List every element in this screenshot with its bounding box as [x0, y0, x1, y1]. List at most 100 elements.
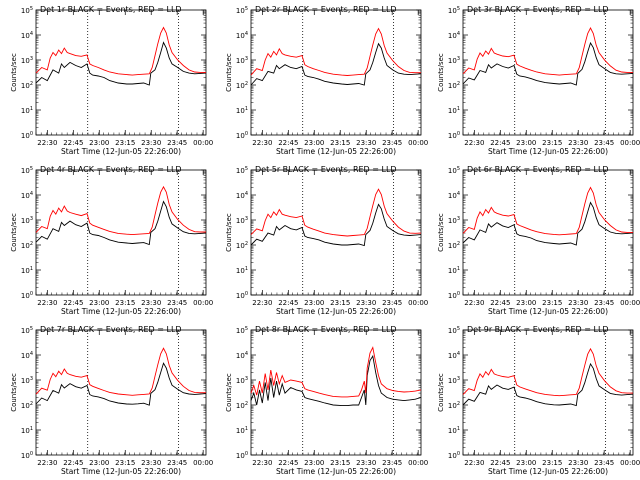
y-tick-label: 104 — [236, 191, 248, 200]
x-tick-label: 23:00 — [89, 459, 109, 467]
y-tick-label: 101 — [21, 426, 33, 435]
series-line-lld — [250, 188, 422, 237]
x-tick-label: 22:30 — [252, 139, 272, 147]
x-tick-label: 23:30 — [141, 139, 161, 147]
x-tick-label: 22:45 — [490, 139, 510, 147]
x-tick-label: 23:45 — [167, 139, 187, 147]
y-tick-label: 100 — [21, 291, 33, 300]
chart-panel-7: 100 101 102 103 104 105 22:30 22:45 23:00 23:15 23… — [10, 325, 213, 476]
chart-title: Det 1r BLACK = Events, RED = LLD — [40, 5, 182, 14]
y-tick-label: 102 — [236, 241, 248, 250]
x-tick-label: 23:30 — [141, 459, 161, 467]
x-tick-label: 22:30 — [464, 459, 484, 467]
y-tick-label: 102 — [448, 401, 460, 410]
y-tick-label: 104 — [236, 31, 248, 40]
x-tick-label: 23:00 — [304, 139, 324, 147]
y-tick-label: 101 — [236, 106, 248, 115]
x-tick-label: 22:30 — [464, 299, 484, 307]
series-line-lld — [462, 186, 633, 236]
x-tick-label: 00:00 — [408, 299, 428, 307]
y-tick-label: 101 — [448, 106, 460, 115]
x-tick-label: 23:30 — [356, 139, 376, 147]
x-tick-label: 23:15 — [330, 139, 350, 147]
y-tick-label: 105 — [21, 166, 33, 175]
y-tick-label: 104 — [21, 351, 33, 360]
y-axis-label: Counts/sec — [225, 373, 233, 412]
x-tick-label: 23:45 — [594, 139, 614, 147]
x-tick-label: 00:00 — [408, 139, 428, 147]
x-tick-label: 22:30 — [464, 139, 484, 147]
y-tick-label: 102 — [236, 81, 248, 90]
x-tick-label: 23:30 — [356, 299, 376, 307]
x-tick-label: 23:00 — [304, 299, 324, 307]
y-tick-label: 103 — [448, 216, 460, 225]
series-line-lld — [250, 346, 422, 398]
chart-panel-6: 100 101 102 103 104 105 22:30 22:45 23:00 23:15 23… — [437, 165, 640, 316]
x-tick-label: 00:00 — [408, 459, 428, 467]
series-line-events — [462, 201, 634, 246]
y-tick-label: 104 — [448, 351, 460, 360]
x-tick-label: 23:45 — [594, 299, 614, 307]
y-axis-label: Counts/sec — [10, 213, 18, 252]
x-tick-label: 22:45 — [490, 459, 510, 467]
chart-title: Det 6r BLACK = Events, RED = LLD — [467, 165, 609, 174]
y-tick-label: 103 — [21, 56, 33, 65]
x-tick-label: 00:00 — [620, 459, 640, 467]
y-tick-label: 104 — [448, 191, 460, 200]
y-tick-label: 103 — [21, 376, 33, 385]
plot-frame — [250, 9, 422, 136]
plot-frame — [250, 329, 422, 456]
x-tick-label: 23:45 — [167, 299, 187, 307]
plot-frame — [35, 9, 207, 136]
x-tick-label: 22:30 — [252, 299, 272, 307]
y-tick-label: 100 — [21, 451, 33, 460]
y-tick-label: 105 — [448, 326, 460, 335]
series-line-lld — [462, 347, 633, 397]
y-tick-label: 100 — [448, 451, 460, 460]
x-tick-label: 22:45 — [490, 299, 510, 307]
x-tick-label: 00:00 — [620, 299, 640, 307]
plot-frame — [35, 329, 207, 456]
y-tick-label: 103 — [236, 216, 248, 225]
x-tick-label: 22:30 — [252, 459, 272, 467]
x-tick-label: 00:00 — [620, 139, 640, 147]
series-line-events — [250, 42, 422, 86]
x-tick-label: 23:00 — [516, 299, 536, 307]
x-axis-label: Start Time (12-Jun-05 22:26:00) — [488, 467, 608, 476]
y-axis-label: Counts/sec — [437, 53, 445, 92]
chart-panel-4: 100 101 102 103 104 105 22:30 22:45 23:00 23:15 23… — [10, 165, 213, 316]
series-line-lld — [35, 347, 206, 396]
x-tick-label: 23:30 — [356, 459, 376, 467]
x-tick-label: 22:45 — [278, 459, 298, 467]
y-tick-label: 101 — [236, 426, 248, 435]
y-tick-label: 105 — [236, 6, 248, 15]
x-tick-label: 22:45 — [278, 299, 298, 307]
x-tick-label: 22:30 — [37, 459, 57, 467]
x-axis-label: Start Time (12-Jun-05 22:26:00) — [488, 307, 608, 316]
x-tick-label: 23:45 — [594, 459, 614, 467]
chart-title: Det 8r BLACK = Events, RED = LLD — [255, 325, 397, 334]
y-axis-label: Counts/sec — [225, 213, 233, 252]
y-tick-label: 101 — [21, 106, 33, 115]
x-tick-label: 23:00 — [89, 299, 109, 307]
y-tick-label: 103 — [236, 376, 248, 385]
plot-frame — [462, 169, 634, 296]
y-tick-label: 101 — [448, 266, 460, 275]
x-axis-label: Start Time (12-Jun-05 22:26:00) — [488, 147, 608, 156]
chart-panel-2: 100 101 102 103 104 105 22:30 22:45 23:00 23:15 23… — [225, 5, 428, 156]
chart-title: Det 5r BLACK = Events, RED = LLD — [255, 165, 397, 174]
y-tick-label: 103 — [21, 216, 33, 225]
y-tick-label: 103 — [448, 56, 460, 65]
y-tick-label: 105 — [448, 6, 460, 15]
x-tick-label: 00:00 — [193, 139, 213, 147]
chart-panel-5: 100 101 102 103 104 105 22:30 22:45 23:00 23:15 23… — [225, 165, 428, 316]
series-line-events — [462, 41, 634, 86]
x-tick-label: 23:15 — [542, 459, 562, 467]
x-tick-label: 23:00 — [89, 139, 109, 147]
x-tick-label: 00:00 — [193, 299, 213, 307]
y-tick-label: 102 — [21, 81, 33, 90]
series-line-events — [35, 41, 207, 86]
y-tick-label: 104 — [21, 31, 33, 40]
x-tick-label: 23:30 — [568, 299, 588, 307]
x-tick-label: 23:00 — [304, 459, 324, 467]
